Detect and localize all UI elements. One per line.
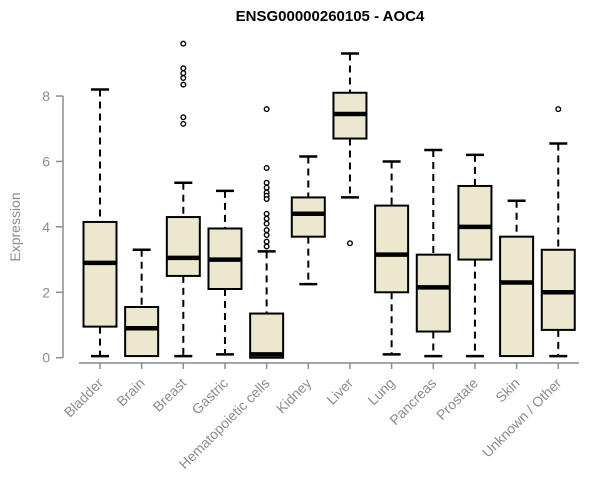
y-tick-label: 6 <box>42 153 50 169</box>
boxplot-box <box>374 204 410 294</box>
boxplot-box <box>457 184 493 261</box>
outlier-point <box>263 196 270 203</box>
boxplot-box <box>499 235 535 358</box>
outlier-point <box>263 184 270 191</box>
outlier-point <box>180 40 187 47</box>
x-tick-label: Skin <box>492 375 523 406</box>
x-tick-label: Liver <box>323 375 356 408</box>
outlier-point <box>346 240 353 247</box>
x-tick-label: Lung <box>364 375 397 408</box>
outlier-point <box>263 232 270 239</box>
y-tick-label: 2 <box>42 284 50 300</box>
boxplot-box <box>540 248 576 331</box>
outlier-point <box>180 114 187 121</box>
outlier-point <box>180 120 187 127</box>
y-tick-label: 4 <box>42 219 50 235</box>
x-tick-label: Brain <box>113 375 147 409</box>
outlier-point <box>263 238 270 245</box>
x-tick-label: Bladder <box>61 375 107 421</box>
boxplot-box <box>165 216 201 277</box>
outlier-point <box>180 65 187 72</box>
outlier-point <box>555 106 562 113</box>
outlier-point <box>263 106 270 113</box>
x-tick-label: Unknown / Other <box>479 375 565 461</box>
y-tick-label: 8 <box>42 88 50 104</box>
outlier-point <box>263 164 270 171</box>
outlier-point <box>180 81 187 88</box>
chart-title: ENSG00000260105 - AOC4 <box>235 8 425 25</box>
x-tick-label: Kidney <box>273 375 315 417</box>
outlier-point <box>263 227 270 234</box>
x-tick-label: Prostate <box>433 375 481 423</box>
boxplot-box <box>249 312 285 359</box>
outlier-point <box>263 243 270 250</box>
x-tick-label: Breast <box>150 375 190 415</box>
boxplot-box <box>124 305 160 358</box>
y-tick-label: 0 <box>42 350 50 366</box>
outlier-point <box>263 215 270 222</box>
boxplot-box <box>415 253 451 333</box>
boxplot-box <box>82 220 118 328</box>
outlier-point <box>263 179 270 186</box>
boxplot-box <box>290 196 326 238</box>
outlier-point <box>180 75 187 82</box>
outlier-point <box>180 70 187 77</box>
outlier-point <box>263 210 270 217</box>
outlier-point <box>263 220 270 227</box>
